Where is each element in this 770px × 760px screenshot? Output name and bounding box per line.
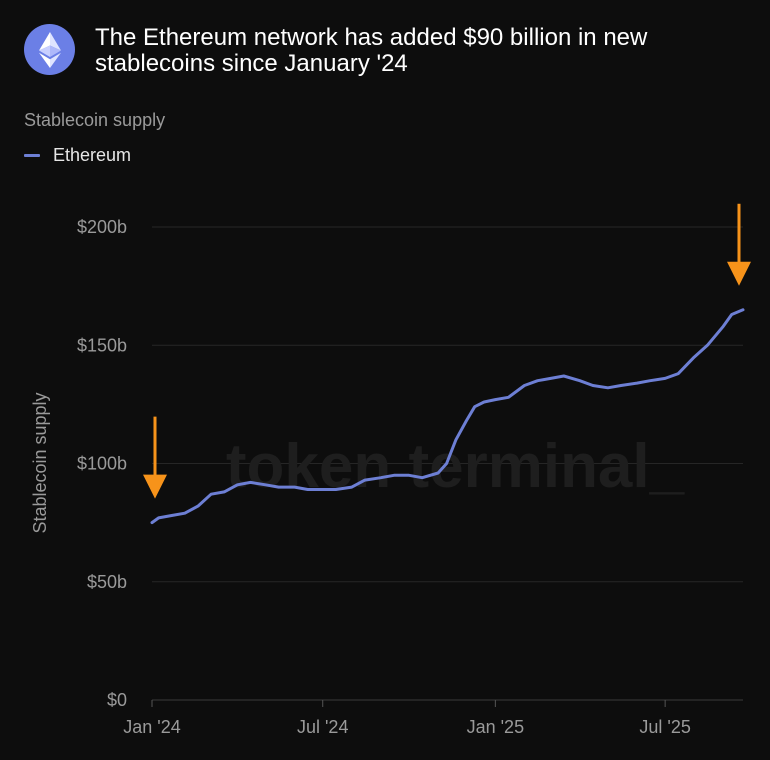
annotation-arrow	[727, 203, 751, 286]
y-tick-label: $50b	[87, 572, 127, 592]
chart-title: The Ethereum network has added $90 billi…	[95, 24, 648, 77]
arrow-head	[727, 261, 751, 286]
chart-subtitle: Stablecoin supply	[24, 110, 166, 130]
ethereum-logo-icon	[24, 24, 75, 75]
arrow-head	[143, 474, 167, 499]
annotation-arrow	[143, 416, 167, 499]
y-tick-label: $0	[107, 690, 127, 710]
legend: Ethereum	[24, 145, 131, 166]
y-tick-label: $100b	[77, 454, 127, 474]
x-tick-label: Jan '25	[467, 717, 524, 737]
axes: $0 $50b $100b $150b $200b Jan '24 Jul '24 Jan '…	[77, 217, 691, 737]
legend-swatch	[24, 154, 40, 157]
annotations	[143, 203, 751, 499]
y-axis-label: Stablecoin supply	[30, 392, 50, 533]
y-tick-label: $200b	[77, 217, 127, 237]
series-line-ethereum	[150, 308, 745, 525]
chart-header: The Ethereum network has added $90 billi…	[24, 24, 735, 77]
x-tick-label: Jul '24	[297, 717, 348, 737]
x-tick-label: Jan '24	[123, 717, 180, 737]
x-tick-label: Jul '25	[639, 717, 690, 737]
y-tick-label: $150b	[77, 335, 127, 355]
series-layer	[150, 308, 745, 525]
legend-label-ethereum: Ethereum	[53, 145, 132, 165]
